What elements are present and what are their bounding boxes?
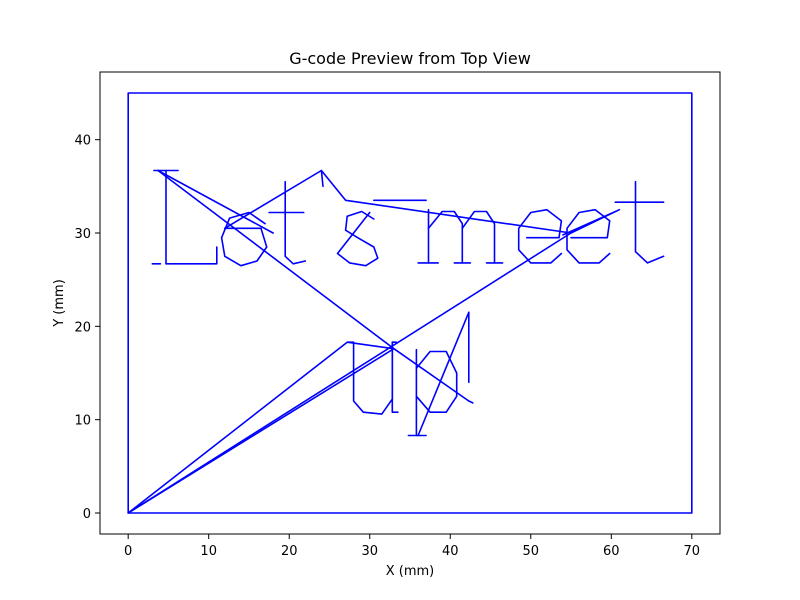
- x-tick-label-60: 60: [603, 544, 620, 559]
- toolpath-segment-11: [284, 180, 307, 265]
- toolpath-segment-23: [566, 208, 611, 264]
- x-axis-label: X (mm): [386, 564, 435, 579]
- y-tick-label-40: 40: [74, 134, 91, 149]
- x-axis: 0 10 20 30 40 50 60 70: [124, 534, 700, 559]
- toolpath-segment-27: [391, 341, 399, 414]
- toolpath-segment-0: [127, 92, 693, 514]
- toolpath-segment-14: [336, 210, 379, 267]
- toolpath-segment-22: [517, 208, 563, 264]
- toolpath-segment-13: [320, 169, 324, 188]
- x-tick-label-70: 70: [684, 544, 701, 559]
- chart-title: G-code Preview from Top View: [289, 49, 531, 68]
- x-tick-label-40: 40: [442, 544, 459, 559]
- x-tick-label-20: 20: [281, 544, 298, 559]
- toolpath-segment-10: [224, 169, 572, 234]
- y-axis: 0 10 20 30 40: [74, 134, 100, 522]
- plot-frame: [99, 71, 721, 535]
- y-axis-label: Y (mm): [52, 279, 67, 328]
- y-tick-label-30: 30: [74, 227, 91, 242]
- toolpath-segment-5: [165, 246, 218, 265]
- x-tick-label-30: 30: [361, 544, 378, 559]
- toolpath-segment-1: [127, 341, 395, 514]
- toolpath-segment-7: [157, 169, 274, 234]
- toolpath-segment-2: [127, 208, 621, 514]
- toolpath-segment-31: [415, 350, 458, 414]
- x-tick-label-50: 50: [523, 544, 540, 559]
- toolpath-segment-9: [220, 211, 268, 267]
- x-tick-label-0: 0: [124, 544, 132, 559]
- toolpath-segment-8: [157, 169, 395, 350]
- toolpath-segment-35: [393, 347, 470, 402]
- y-tick-label-0: 0: [83, 507, 91, 522]
- toolpath-segment-32: [417, 311, 470, 437]
- x-tick-label-10: 10: [200, 544, 217, 559]
- toolpath-segment-20: [461, 210, 496, 264]
- y-tick-label-20: 20: [74, 320, 91, 335]
- plot-area: [127, 92, 693, 514]
- y-tick-label-10: 10: [74, 414, 91, 429]
- toolpath-segment-24: [634, 180, 665, 264]
- toolpath-segment-18: [427, 210, 464, 264]
